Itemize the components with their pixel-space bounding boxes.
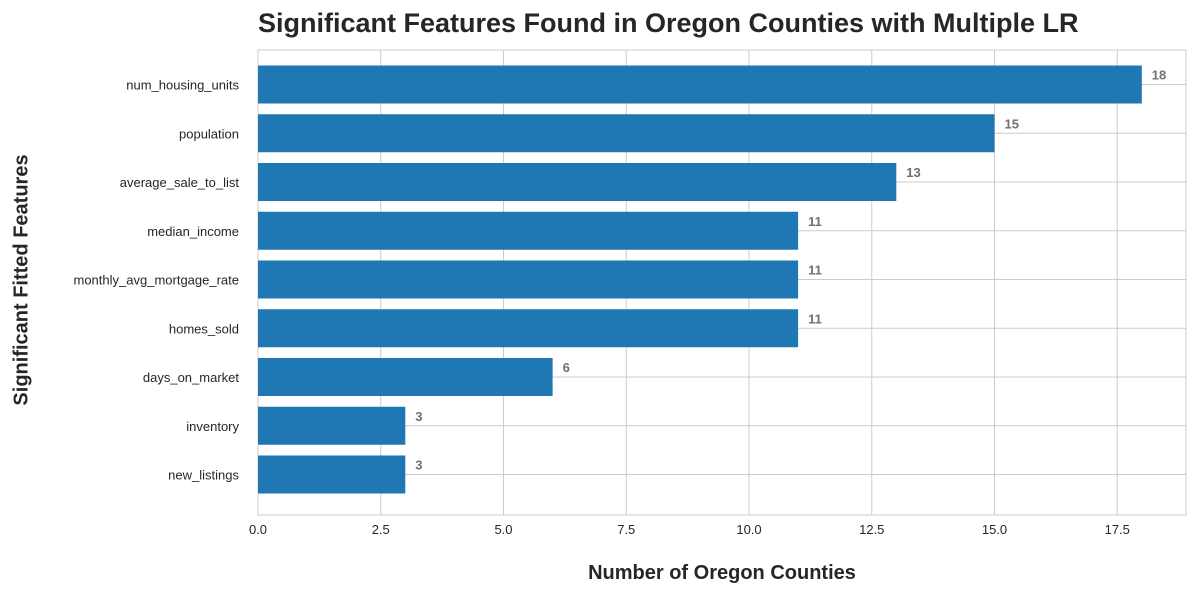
data-label: 13 — [906, 165, 920, 180]
data-label: 11 — [808, 311, 822, 326]
y-tick-label: inventory — [186, 419, 239, 434]
x-tick-label: 5.0 — [494, 522, 512, 537]
bar-homes_sold — [258, 309, 799, 348]
x-axis-label: Number of Oregon Counties — [588, 562, 856, 584]
x-tick-label: 17.5 — [1105, 522, 1130, 537]
data-label: 6 — [563, 360, 570, 375]
y-tick-label: days_on_market — [143, 370, 239, 385]
x-tick-label: 7.5 — [617, 522, 635, 537]
x-tick-label: 12.5 — [859, 522, 884, 537]
x-tick-label: 15.0 — [982, 522, 1007, 537]
bar-average_sale_to_list — [258, 163, 897, 201]
y-tick-label: homes_sold — [169, 321, 239, 336]
data-label: 18 — [1152, 68, 1166, 83]
data-label: 11 — [808, 214, 822, 229]
bar-num_housing_units — [258, 65, 1142, 104]
y-tick-label: new_listings — [168, 468, 239, 483]
y-tick-label: num_housing_units — [126, 78, 239, 93]
bar-new_listings — [258, 455, 406, 494]
data-label: 3 — [415, 458, 422, 473]
bar-monthly_avg_mortgage_rate — [258, 260, 799, 299]
y-tick-label: average_sale_to_list — [120, 175, 240, 190]
y-tick-label: monthly_avg_mortgage_rate — [74, 273, 240, 288]
bar-inventory — [258, 406, 406, 445]
data-label: 15 — [1005, 116, 1019, 131]
data-label: 3 — [415, 409, 422, 424]
bar-median_income — [258, 211, 799, 250]
bar-days_on_market — [258, 358, 553, 396]
x-tick-label: 2.5 — [372, 522, 390, 537]
bar-population — [258, 114, 995, 153]
x-tick-label: 0.0 — [249, 522, 267, 537]
y-tick-label: population — [179, 126, 239, 141]
chart-title: Significant Features Found in Oregon Cou… — [258, 8, 1079, 38]
y-tick-label: median_income — [147, 224, 239, 239]
data-label: 11 — [808, 263, 822, 278]
x-tick-label: 10.0 — [736, 522, 761, 537]
